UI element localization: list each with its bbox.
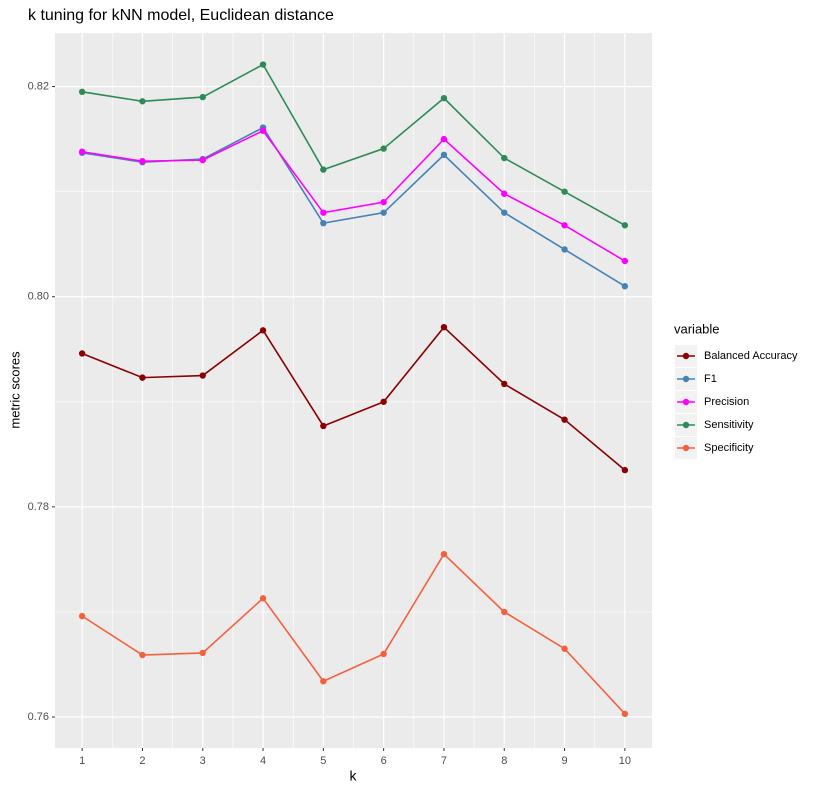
data-point — [78, 148, 86, 155]
x-tick-label: 6 — [381, 755, 387, 767]
data-point — [621, 710, 629, 718]
data-point — [320, 209, 327, 216]
legend-label: F1 — [704, 373, 717, 385]
data-point — [320, 166, 327, 173]
data-point — [501, 154, 508, 162]
x-tick-label: 5 — [320, 755, 326, 767]
data-point — [561, 645, 568, 652]
x-tick-label: 9 — [561, 755, 567, 767]
data-point — [199, 372, 206, 379]
data-point — [78, 612, 86, 620]
x-tick-label: 3 — [200, 755, 206, 767]
data-point — [621, 283, 629, 290]
legend-key-point — [682, 421, 690, 429]
data-point — [621, 222, 629, 229]
legend-key-point — [682, 444, 690, 452]
y-tick-label: 0.76 — [28, 711, 49, 723]
data-point — [440, 94, 448, 102]
y-tick-label: 0.78 — [28, 501, 49, 513]
series-line — [82, 129, 626, 262]
data-point — [501, 190, 508, 197]
data-point — [380, 209, 387, 216]
legend: Balanced Accuracy F1 Precision Sensitivity S… — [675, 345, 798, 459]
y-tick-label: 0.80 — [28, 291, 49, 303]
data-point — [320, 678, 327, 685]
data-point — [440, 151, 448, 159]
data-point — [139, 157, 146, 165]
legend-title: variable — [674, 321, 720, 336]
data-point — [199, 156, 206, 164]
x-tick-label: 8 — [501, 755, 507, 767]
data-point — [440, 135, 448, 143]
data-point — [78, 88, 86, 96]
x-tick-label: 10 — [619, 755, 631, 767]
y-tick-label: 0.82 — [28, 80, 49, 92]
data-point — [621, 466, 629, 474]
data-point — [561, 416, 568, 423]
data-point — [380, 398, 387, 405]
grid — [55, 33, 652, 748]
data-point — [380, 650, 387, 658]
legend-label: Balanced Accuracy — [704, 350, 798, 362]
data-point — [501, 380, 508, 388]
data-point — [561, 222, 568, 229]
data-point — [561, 246, 568, 253]
data-point — [139, 98, 146, 105]
data-point — [501, 608, 508, 616]
legend-key-point — [682, 352, 690, 360]
data-point — [78, 350, 86, 357]
data-point — [561, 188, 568, 195]
data-point — [259, 595, 267, 602]
data-point — [320, 422, 327, 430]
data-point — [259, 327, 267, 334]
series-line — [82, 63, 626, 226]
chart-title: k tuning for kNN model, Euclidean distan… — [28, 7, 334, 24]
data-point — [259, 61, 267, 68]
data-point — [501, 209, 508, 216]
data-point — [139, 651, 146, 659]
x-tick-label: 4 — [260, 755, 266, 767]
data-point — [139, 374, 146, 381]
series-line — [81, 552, 626, 715]
data-point — [440, 323, 448, 331]
legend-key-point — [682, 398, 690, 406]
x-tick-label: 1 — [79, 755, 85, 767]
legend-key-point — [682, 375, 690, 383]
data-point — [621, 257, 629, 265]
legend-label: Specificity — [704, 442, 754, 454]
legend-label: Precision — [704, 396, 749, 408]
legend-label: Sensitivity — [704, 419, 754, 431]
x-tick-label: 2 — [139, 755, 145, 767]
x-tick-label: 7 — [441, 755, 447, 767]
data-point — [199, 649, 206, 657]
series-line — [81, 326, 626, 471]
data-point — [380, 145, 387, 152]
data-point — [259, 127, 267, 134]
data-point — [199, 93, 206, 101]
y-axis-label: metric scores — [7, 351, 22, 429]
data-point — [380, 198, 387, 206]
x-axis-label: k — [350, 768, 358, 784]
data-point — [440, 550, 448, 558]
data-point — [320, 219, 327, 227]
